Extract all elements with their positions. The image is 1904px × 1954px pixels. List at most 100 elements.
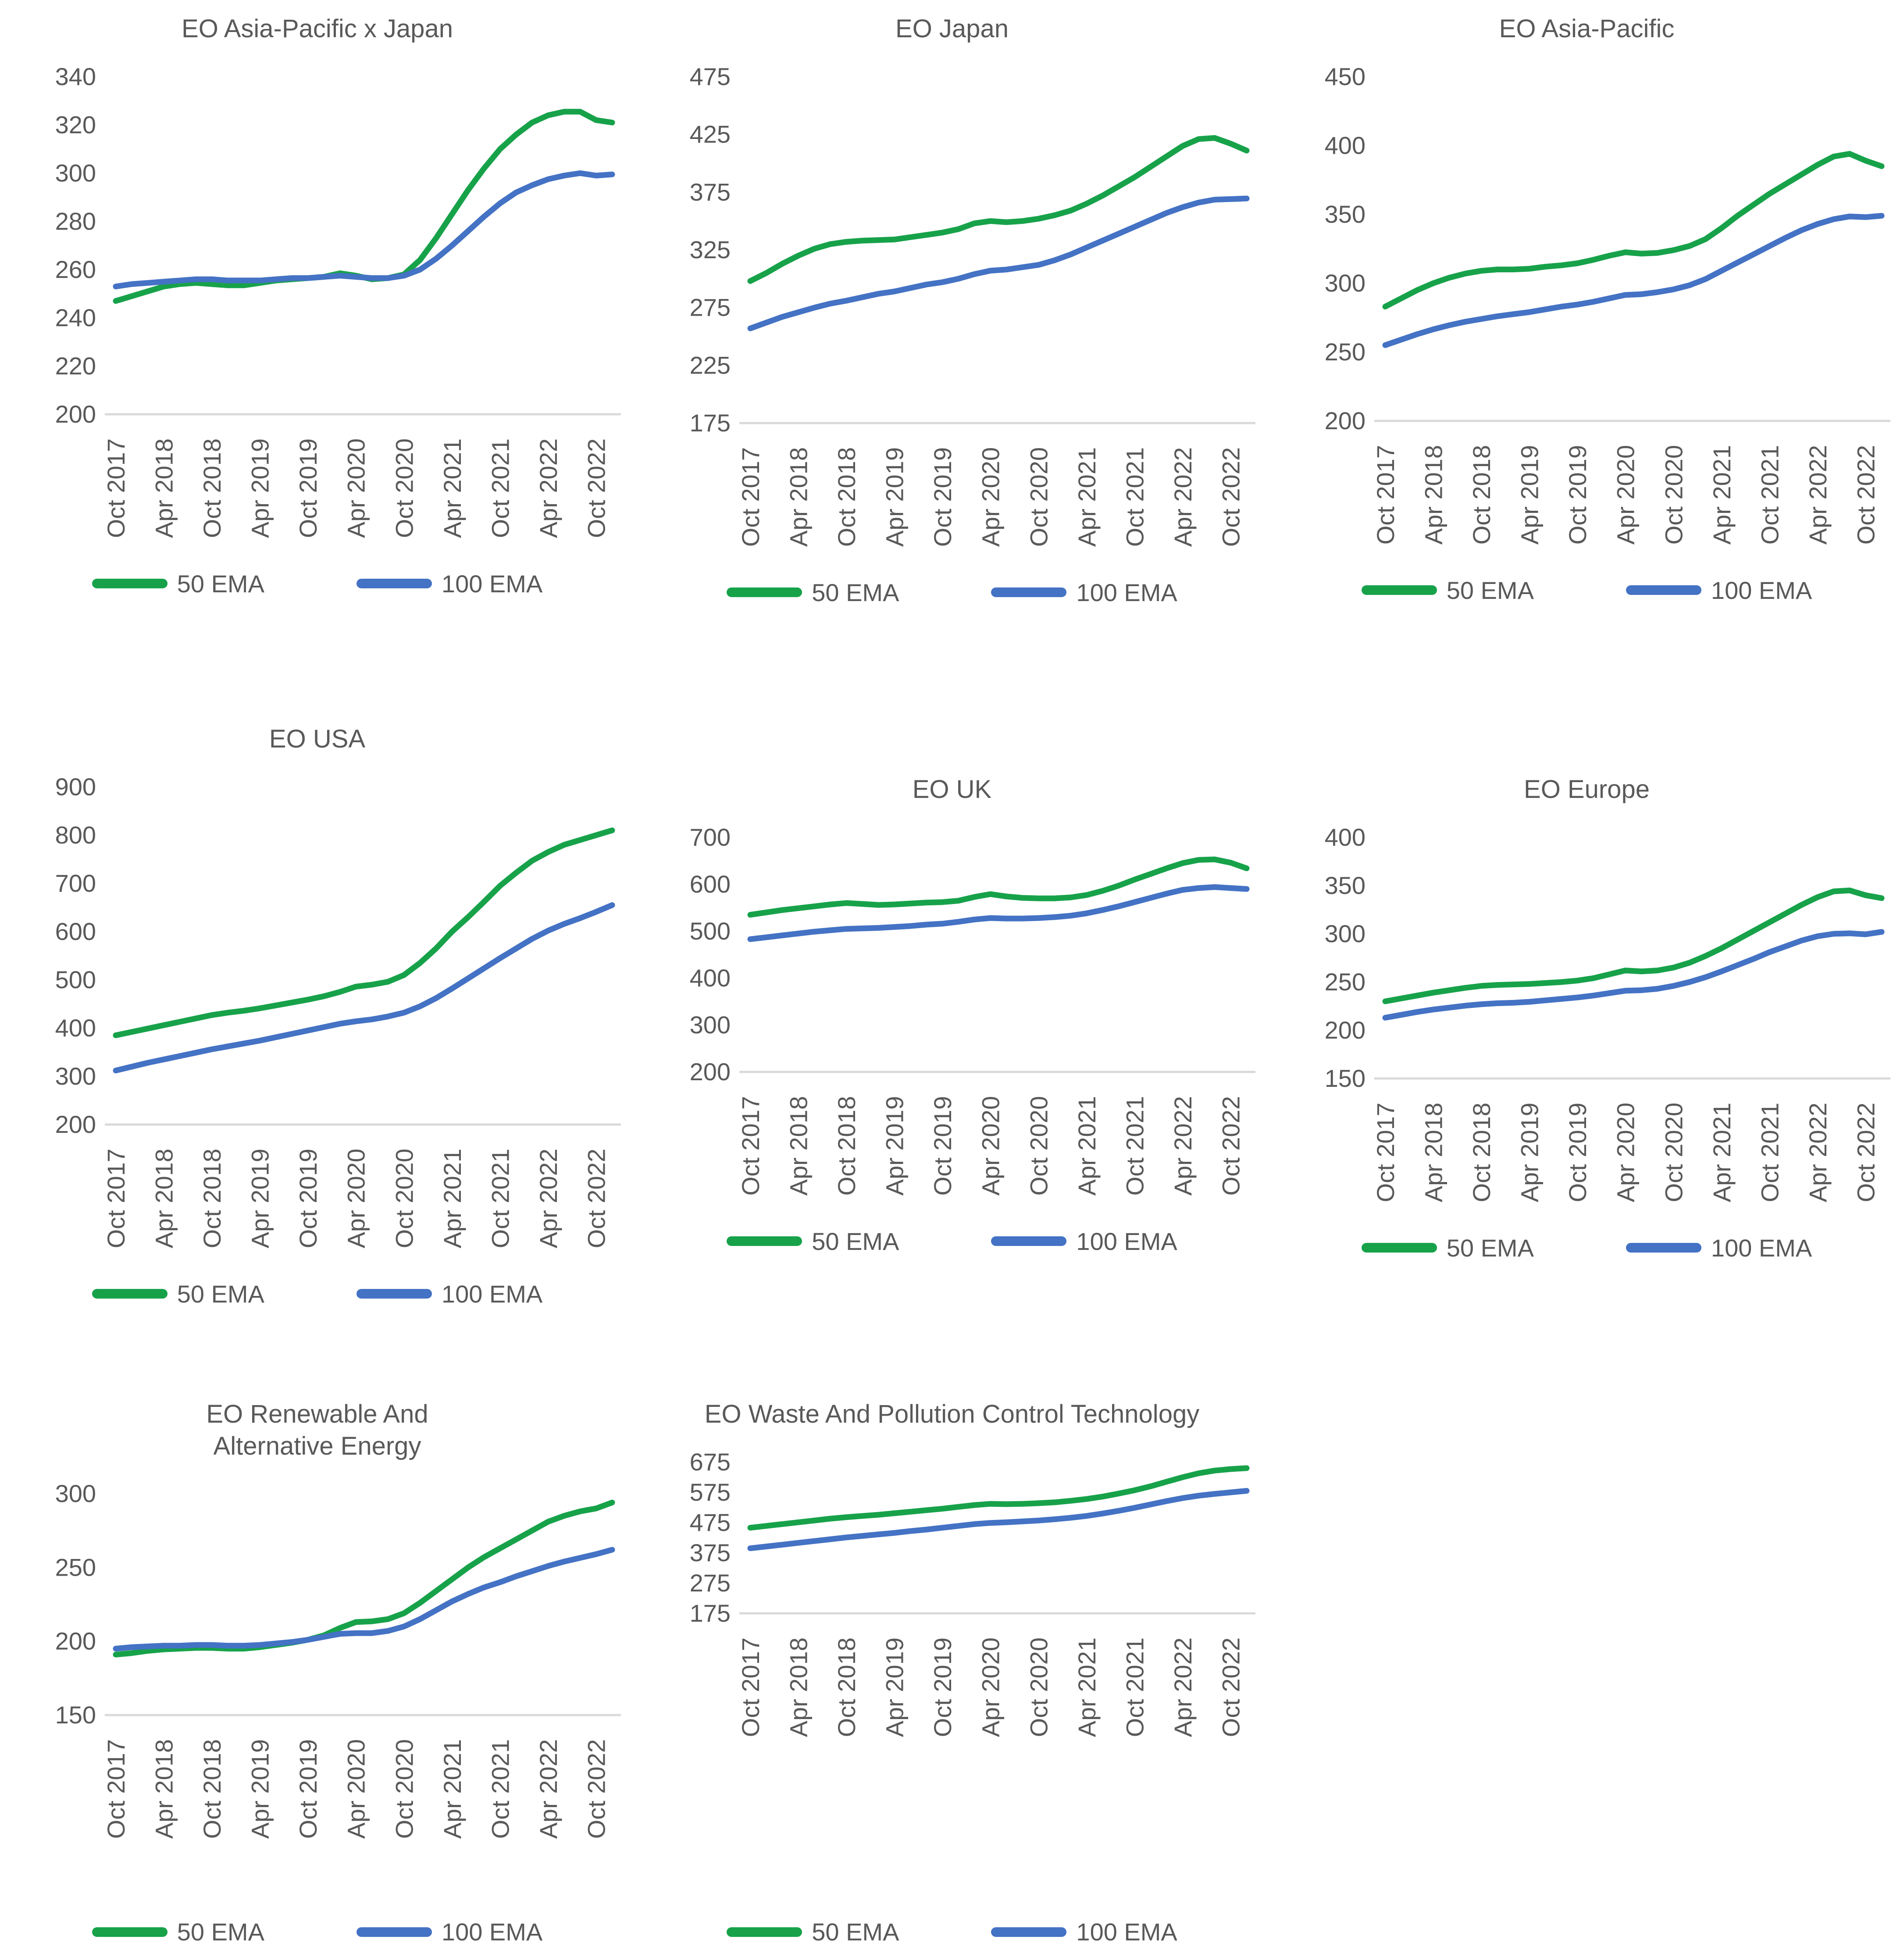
- chart-title-usa: EO USA: [269, 725, 366, 753]
- svg-text:300: 300: [55, 1062, 96, 1090]
- legend-label-50ema: 50 EMA: [177, 1918, 264, 1946]
- svg-text:Apr 2019: Apr 2019: [881, 1637, 909, 1737]
- svg-text:600: 600: [690, 870, 731, 898]
- svg-text:Apr 2018: Apr 2018: [785, 1637, 813, 1737]
- svg-text:175: 175: [690, 409, 731, 437]
- chart-legend: 50 EMA 100 EMA: [1361, 1234, 1812, 1262]
- svg-text:Oct 2020: Oct 2020: [1025, 1096, 1052, 1196]
- svg-text:Oct 2020: Oct 2020: [1025, 447, 1052, 547]
- legend-label-50ema: 50 EMA: [1446, 1234, 1534, 1262]
- legend-item-100ema: 100 EMA: [1626, 576, 1812, 605]
- svg-text:Oct 2022: Oct 2022: [1217, 447, 1245, 547]
- svg-text:Oct 2019: Oct 2019: [1564, 445, 1591, 545]
- svg-text:Oct 2018: Oct 2018: [198, 1739, 226, 1839]
- svg-text:Apr 2020: Apr 2020: [977, 1637, 1005, 1737]
- svg-text:Oct 2019: Oct 2019: [294, 438, 322, 538]
- svg-text:Apr 2020: Apr 2020: [977, 1096, 1005, 1196]
- legend-swatch-50ema: [727, 587, 802, 597]
- svg-text:Oct 2021: Oct 2021: [486, 438, 514, 538]
- legend-label-50ema: 50 EMA: [177, 569, 264, 598]
- chart-legend: 50 EMA 100 EMA: [92, 1918, 543, 1946]
- svg-text:Apr 2020: Apr 2020: [1612, 445, 1639, 544]
- chart-cell-japan: EO Japan 475 425 375 325 275 225 175 Oct 2017 Ap…: [635, 0, 1269, 658]
- svg-text:150: 150: [55, 1701, 96, 1729]
- svg-text:Oct 2017: Oct 2017: [102, 1739, 130, 1839]
- svg-text:Oct 2018: Oct 2018: [833, 1637, 860, 1737]
- legend-label-50ema: 50 EMA: [177, 1280, 264, 1308]
- svg-text:Oct 2020: Oct 2020: [390, 1149, 418, 1248]
- legend-item-100ema: 100 EMA: [991, 1918, 1177, 1946]
- svg-text:Oct 2022: Oct 2022: [1852, 1103, 1879, 1202]
- svg-text:350: 350: [1324, 200, 1365, 228]
- svg-text:Apr 2018: Apr 2018: [1419, 1103, 1447, 1202]
- legend-swatch-50ema: [1361, 1243, 1437, 1253]
- svg-text:400: 400: [1324, 824, 1365, 851]
- legend-item-100ema: 100 EMA: [991, 1227, 1177, 1256]
- svg-text:425: 425: [690, 120, 731, 148]
- svg-text:250: 250: [1324, 338, 1365, 366]
- svg-text:Oct 2021: Oct 2021: [1756, 1103, 1783, 1202]
- svg-text:Apr 2021: Apr 2021: [1073, 447, 1101, 547]
- svg-text:Apr 2021: Apr 2021: [438, 1149, 466, 1248]
- svg-text:Apr 2020: Apr 2020: [342, 1149, 370, 1248]
- svg-text:Apr 2021: Apr 2021: [1073, 1637, 1101, 1737]
- svg-text:475: 475: [690, 64, 731, 90]
- legend-swatch-100ema: [1626, 1243, 1701, 1253]
- legend-swatch-50ema: [727, 1927, 802, 1937]
- legend-label-100ema: 100 EMA: [441, 569, 543, 598]
- legend-label-100ema: 100 EMA: [441, 1918, 543, 1946]
- legend-swatch-50ema: [92, 579, 168, 588]
- svg-text:Apr 2022: Apr 2022: [1169, 447, 1197, 547]
- legend-item-100ema: 100 EMA: [991, 578, 1177, 607]
- svg-text:Oct 2021: Oct 2021: [1121, 1096, 1148, 1196]
- svg-text:675: 675: [690, 1449, 731, 1476]
- chart-legend: 50 EMA 100 EMA: [727, 578, 1177, 607]
- legend-label-100ema: 100 EMA: [1711, 576, 1812, 604]
- empty-cell: [1269, 1342, 1904, 1954]
- chart-title-waste-pollution-control: EO Waste And Pollution Control Technolog…: [704, 1400, 1200, 1428]
- chart-legend: 50 EMA 100 EMA: [727, 1227, 1177, 1256]
- svg-text:Oct 2022: Oct 2022: [582, 1149, 610, 1248]
- legend-item-50ema: 50 EMA: [92, 1280, 264, 1308]
- svg-text:375: 375: [690, 178, 731, 206]
- legend-item-50ema: 50 EMA: [92, 569, 264, 598]
- legend-label-100ema: 100 EMA: [441, 1280, 543, 1308]
- svg-text:Apr 2019: Apr 2019: [1515, 445, 1543, 545]
- svg-text:300: 300: [55, 1481, 96, 1507]
- svg-text:Oct 2018: Oct 2018: [833, 447, 860, 547]
- svg-text:300: 300: [55, 159, 96, 187]
- legend-swatch-50ema: [727, 1236, 802, 1246]
- svg-text:575: 575: [690, 1478, 731, 1506]
- svg-text:Apr 2020: Apr 2020: [342, 1739, 370, 1839]
- legend-swatch-100ema: [991, 1236, 1067, 1246]
- svg-text:450: 450: [1324, 64, 1365, 90]
- svg-text:300: 300: [1324, 920, 1365, 947]
- line-chart-asia-pacific-x-japan: 340 320 300 280 260 240 220 200 Oct 2017 Apr 2018…: [11, 64, 624, 559]
- legend-label-100ema: 100 EMA: [1076, 1227, 1177, 1255]
- legend-swatch-100ema: [356, 1927, 432, 1937]
- legend-item-50ema: 50 EMA: [727, 578, 899, 607]
- legend-item-50ema: 50 EMA: [92, 1918, 264, 1946]
- legend-label-50ema: 50 EMA: [1446, 576, 1534, 604]
- svg-text:700: 700: [690, 824, 731, 851]
- legend-swatch-50ema: [92, 1927, 168, 1937]
- svg-text:Apr 2022: Apr 2022: [1804, 445, 1831, 545]
- svg-text:Oct 2019: Oct 2019: [294, 1149, 322, 1248]
- chart-cell-europe: EO Europe 400 350 300 250 200 150 Oct 2017 Apr …: [1269, 658, 1904, 1342]
- legend-item-50ema: 50 EMA: [727, 1918, 899, 1946]
- svg-text:Apr 2022: Apr 2022: [1804, 1103, 1831, 1202]
- svg-text:Oct 2019: Oct 2019: [294, 1739, 322, 1839]
- legend-item-50ema: 50 EMA: [1361, 1234, 1534, 1262]
- svg-text:Oct 2022: Oct 2022: [1852, 445, 1879, 545]
- svg-text:800: 800: [55, 821, 96, 849]
- svg-text:Oct 2021: Oct 2021: [1756, 445, 1783, 545]
- svg-text:350: 350: [1324, 872, 1365, 899]
- svg-text:Oct 2017: Oct 2017: [1372, 1103, 1399, 1202]
- line-chart-uk: 700 600 500 400 300 200 Oct 2017 Apr 2018 Oct 20…: [645, 824, 1259, 1217]
- svg-text:Oct 2017: Oct 2017: [102, 438, 130, 538]
- svg-text:Apr 2022: Apr 2022: [1169, 1096, 1197, 1196]
- svg-text:Oct 2019: Oct 2019: [929, 1637, 956, 1737]
- chart-cell-usa: EO USA 900 800 700 600 500 400 300 200 Oct 2017 A…: [0, 658, 635, 1342]
- chart-title-uk: EO UK: [912, 775, 992, 804]
